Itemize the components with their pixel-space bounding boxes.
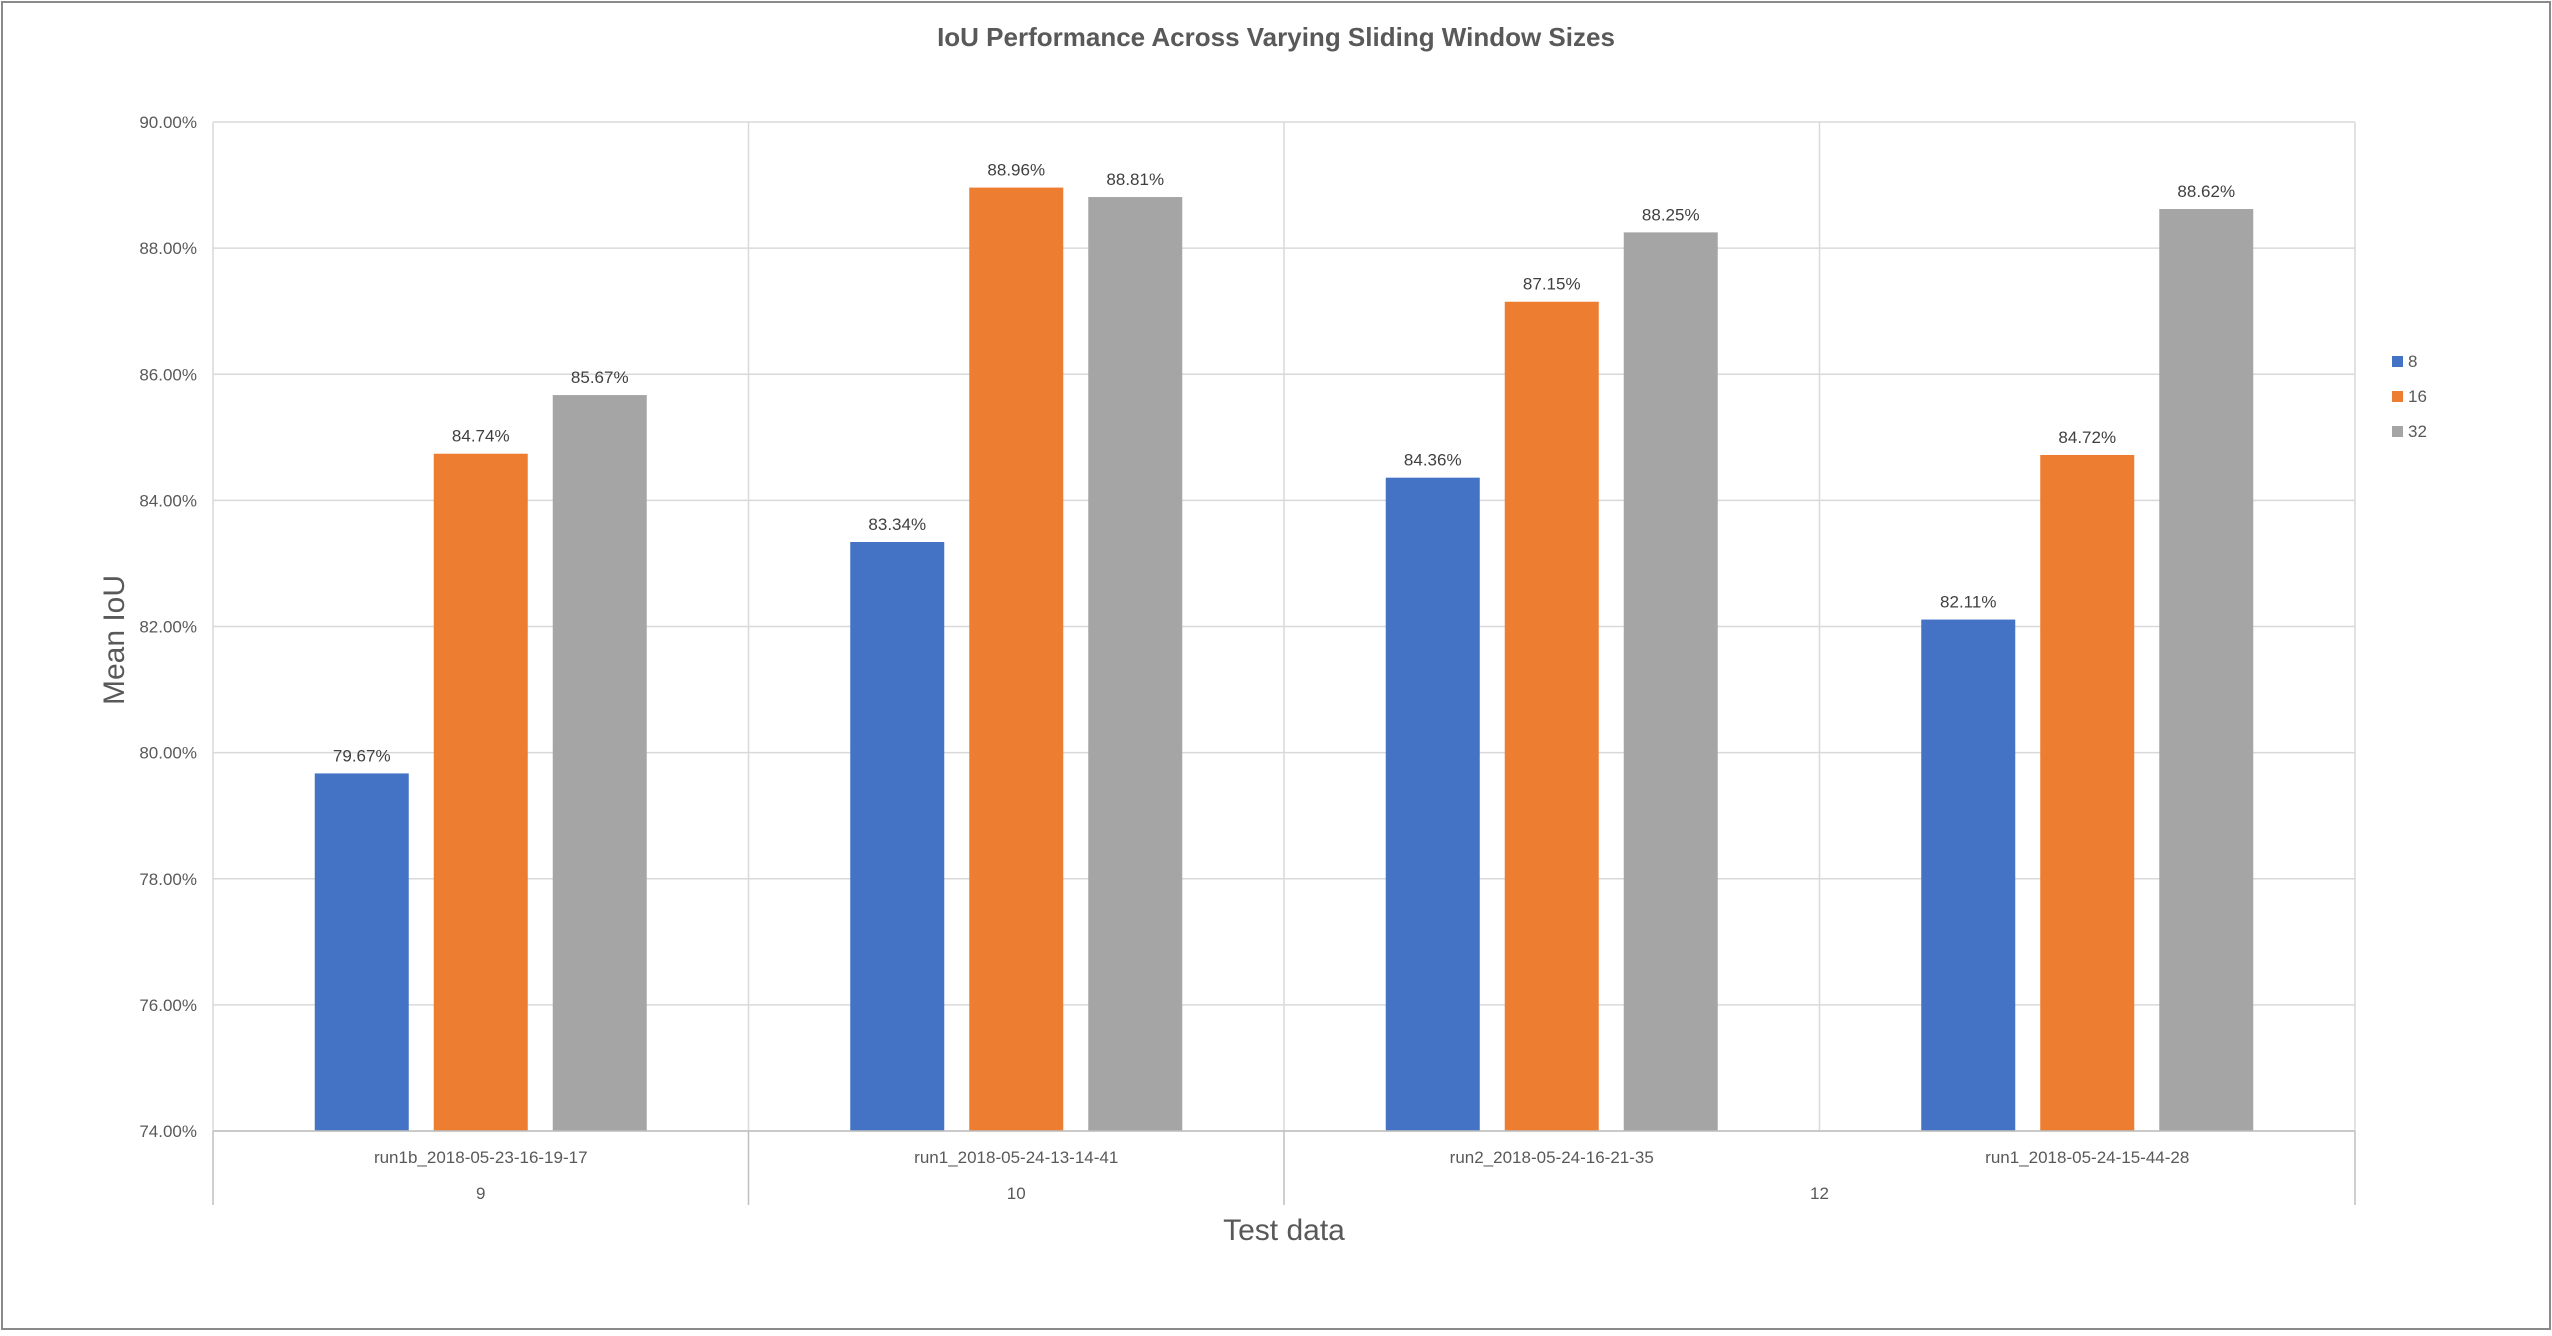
x-axis-label: Test data — [1223, 1214, 1345, 1247]
x-tick-label: run1b_2018-05-23-16-19-17 — [374, 1148, 588, 1167]
bar — [552, 395, 647, 1131]
data-label: 88.96% — [987, 161, 1045, 180]
data-label: 79.67% — [333, 746, 391, 765]
legend-swatch — [2392, 426, 2403, 437]
legend: 8 16 32 — [2392, 352, 2427, 441]
bar — [1623, 232, 1718, 1131]
data-label: 82.11% — [1940, 593, 1996, 612]
y-tick-label: 86.00% — [139, 365, 197, 384]
y-tick-label: 82.00% — [139, 618, 197, 637]
legend-swatch — [2392, 356, 2403, 367]
data-label: 85.67% — [571, 368, 629, 387]
bar — [969, 187, 1064, 1131]
axes: 74.00% 76.00% 78.00% 80.00% 82.00% 84.00% 86.0… — [139, 113, 2356, 1205]
group-label: 9 — [476, 1184, 485, 1203]
data-label: 88.81% — [1106, 170, 1164, 189]
legend-label: 8 — [2408, 352, 2417, 371]
data-label: 83.34% — [868, 515, 926, 534]
legend-label: 32 — [2408, 422, 2427, 441]
bar — [1088, 197, 1183, 1131]
bar — [1504, 301, 1599, 1131]
bar — [2040, 454, 2135, 1132]
data-label: 84.36% — [1404, 451, 1462, 470]
y-tick-label: 74.00% — [139, 1122, 197, 1141]
y-tick-label: 88.00% — [139, 239, 197, 258]
data-label: 88.62% — [2177, 182, 2235, 201]
y-tick-label: 78.00% — [139, 870, 197, 889]
y-tick-label: 84.00% — [139, 491, 197, 510]
legend-label: 16 — [2408, 387, 2427, 406]
chart-title: IoU Performance Across Varying Sliding W… — [937, 22, 1615, 52]
x-tick-label: run2_2018-05-24-16-21-35 — [1450, 1148, 1654, 1167]
data-label: 84.74% — [452, 427, 510, 446]
bar — [2159, 209, 2254, 1131]
y-tick-label: 80.00% — [139, 744, 197, 763]
x-tick-label: run1_2018-05-24-15-44-28 — [1985, 1148, 2189, 1167]
group-label: 12 — [1810, 1184, 1829, 1203]
y-tick-label: 90.00% — [139, 113, 197, 132]
y-axis-label: Mean IoU — [98, 575, 131, 705]
bar — [1921, 619, 2016, 1131]
bar — [1385, 477, 1480, 1131]
data-label: 84.72% — [2058, 428, 2116, 447]
data-labels: 79.67% 84.74% 85.67% 83.34% 88.96% 88.81% 84.3… — [333, 161, 2235, 766]
bar — [433, 453, 528, 1131]
y-tick-label: 76.00% — [139, 996, 197, 1015]
data-label: 87.15% — [1523, 275, 1581, 294]
bar — [314, 773, 409, 1131]
bars — [314, 187, 2254, 1132]
bar — [850, 541, 945, 1131]
legend-swatch — [2392, 391, 2403, 402]
data-label: 88.25% — [1642, 205, 1700, 224]
group-label: 10 — [1007, 1184, 1026, 1203]
x-tick-label: run1_2018-05-24-13-14-41 — [914, 1148, 1118, 1167]
